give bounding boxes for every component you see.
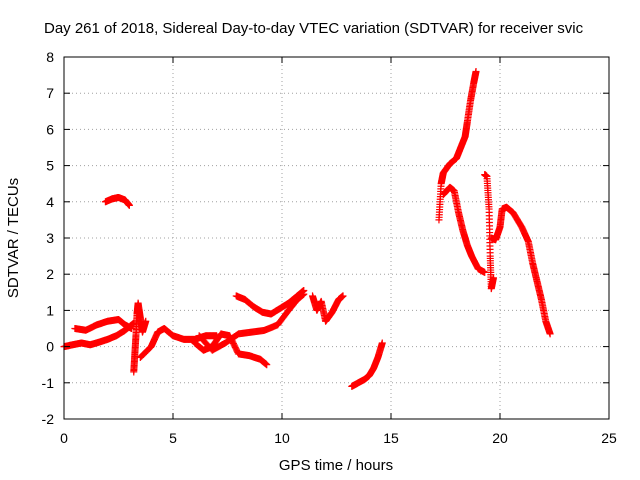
series-arc-3 — [101, 193, 133, 209]
data-point — [339, 292, 347, 300]
data-point — [378, 339, 386, 347]
data-point — [142, 317, 150, 325]
data-point — [300, 286, 308, 294]
data-point — [546, 330, 554, 338]
axis-ticks — [63, 56, 610, 420]
x-axis-title: GPS time / hours — [279, 457, 393, 474]
x-tick-label: 25 — [601, 430, 617, 446]
x-tick-label: 20 — [492, 430, 508, 446]
data-point — [481, 268, 489, 276]
chart-title: Day 261 of 2018, Sidereal Day-to-day VTE… — [44, 20, 584, 37]
series-arc-2 — [71, 315, 136, 334]
y-tick-label: 6 — [46, 121, 54, 137]
series-arc-5 — [136, 325, 221, 361]
x-tick-label: 10 — [274, 430, 290, 446]
series-arc-10 — [348, 339, 386, 390]
data-point — [472, 67, 480, 75]
series-arc-4 — [130, 299, 150, 376]
series-arc-13 — [481, 171, 497, 293]
y-tick-label: 2 — [46, 266, 54, 282]
y-tick-label: 4 — [46, 194, 54, 210]
y-tick-label: 3 — [46, 230, 54, 246]
y-tick-label: -2 — [42, 411, 55, 427]
x-tick-label: 15 — [383, 430, 399, 446]
y-tick-label: 5 — [46, 158, 54, 174]
data-point — [125, 201, 133, 209]
series-arc-12 — [439, 183, 489, 276]
series-arc-8 — [232, 286, 308, 318]
data-point — [263, 361, 271, 369]
y-tick-label: 8 — [46, 49, 54, 65]
series-arc-11 — [435, 67, 480, 224]
x-tick-label: 5 — [169, 430, 177, 446]
data-points — [60, 67, 554, 390]
tick-labels: 0 5 10 15 20 25 -2 -1 0 1 2 3 4 5 6 7 8 — [42, 49, 617, 446]
data-point — [489, 274, 497, 282]
y-tick-label: 0 — [46, 339, 54, 355]
y-tick-label: 1 — [46, 302, 54, 318]
x-tick-label: 0 — [60, 430, 68, 446]
y-axis-title: SDTVAR / TECUs — [5, 178, 22, 298]
y-tick-label: 7 — [46, 85, 54, 101]
series-arc-14 — [487, 203, 554, 338]
y-tick-label: -1 — [42, 375, 55, 391]
series-arc-9 — [309, 292, 347, 325]
